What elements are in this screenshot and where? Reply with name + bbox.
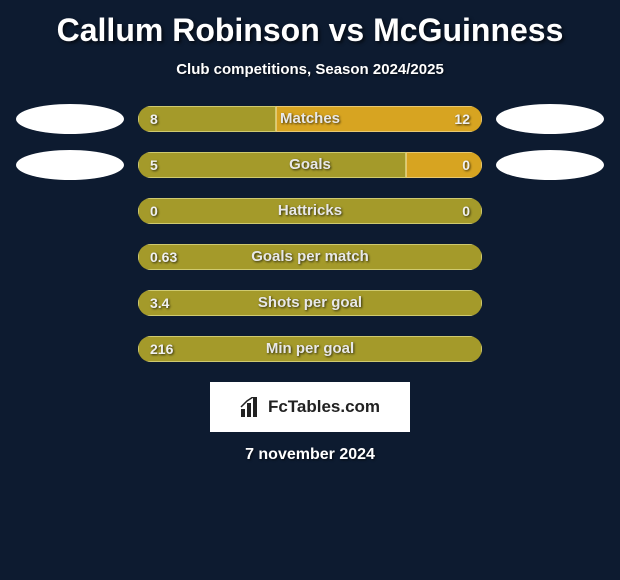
comparison-infographic: Callum Robinson vs McGuinness Club compe… <box>0 0 620 464</box>
stat-row: 3.4Shots per goal <box>0 290 620 316</box>
page-title: Callum Robinson vs McGuinness <box>0 8 620 61</box>
brand-badge: FcTables.com <box>210 382 410 432</box>
stat-bar: 3.4Shots per goal <box>138 290 482 316</box>
player-ellipse-right <box>496 242 604 272</box>
stat-row: 812Matches <box>0 106 620 132</box>
brand-text: FcTables.com <box>268 397 380 417</box>
player-ellipse-right <box>496 334 604 364</box>
stat-bar: 0.63Goals per match <box>138 244 482 270</box>
stat-row: 00Hattricks <box>0 198 620 224</box>
date-text: 7 november 2024 <box>0 446 620 464</box>
stat-label: Goals <box>138 152 482 178</box>
player-ellipse-left <box>16 288 124 318</box>
stat-row: 216Min per goal <box>0 336 620 362</box>
stat-row: 0.63Goals per match <box>0 244 620 270</box>
player-ellipse-left <box>16 104 124 134</box>
stat-row: 50Goals <box>0 152 620 178</box>
player-ellipse-right <box>496 196 604 226</box>
player-ellipse-left <box>16 150 124 180</box>
stat-rows: 812Matches 50Goals 00Hattricks 0.63Goals pe… <box>0 106 620 362</box>
bars-icon <box>240 397 262 417</box>
player-ellipse-right <box>496 104 604 134</box>
stat-label: Min per goal <box>138 336 482 362</box>
player-ellipse-left <box>16 196 124 226</box>
stat-bar: 216Min per goal <box>138 336 482 362</box>
stat-label: Hattricks <box>138 198 482 224</box>
player-ellipse-right <box>496 288 604 318</box>
stat-bar: 00Hattricks <box>138 198 482 224</box>
stat-label: Shots per goal <box>138 290 482 316</box>
subtitle: Club competitions, Season 2024/2025 <box>0 61 620 106</box>
stat-bar: 50Goals <box>138 152 482 178</box>
stat-label: Matches <box>138 106 482 132</box>
player-ellipse-left <box>16 242 124 272</box>
player-ellipse-right <box>496 150 604 180</box>
stat-bar: 812Matches <box>138 106 482 132</box>
player-ellipse-left <box>16 334 124 364</box>
stat-label: Goals per match <box>138 244 482 270</box>
